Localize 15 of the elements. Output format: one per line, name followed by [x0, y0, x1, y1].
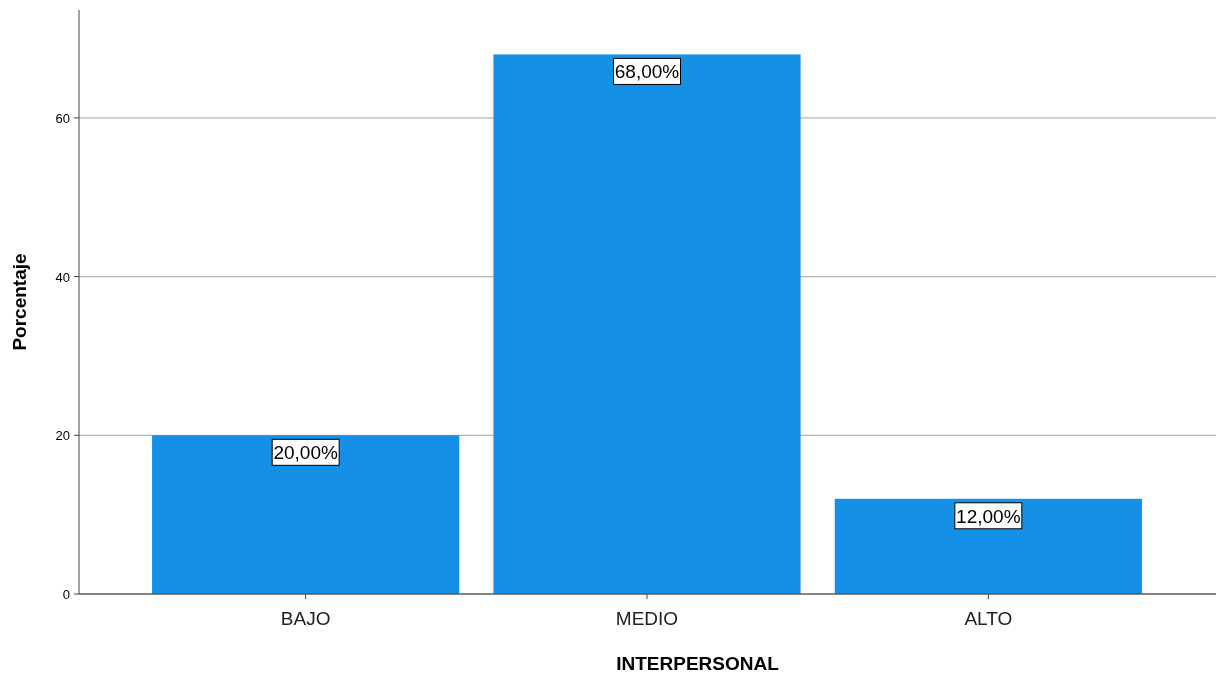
y-tick-label: 0: [62, 587, 70, 602]
x-tick-label: BAJO: [280, 608, 331, 629]
y-axis-title: Porcentaje: [9, 253, 30, 351]
x-tick-label: MEDIO: [615, 608, 679, 629]
data-label: 68,00%: [614, 61, 680, 83]
x-tick-label: ALTO: [964, 608, 1013, 629]
bar: [834, 498, 1142, 594]
y-tick-label: 40: [55, 269, 70, 285]
x-axis-title: INTERPERSONAL: [616, 653, 780, 674]
data-label: 20,00%: [273, 442, 338, 464]
y-tick-label: 60: [55, 110, 70, 126]
y-tick-label: 20: [55, 428, 70, 444]
bar: [152, 435, 460, 594]
bar: [493, 54, 801, 594]
data-label: 12,00%: [956, 505, 1021, 527]
